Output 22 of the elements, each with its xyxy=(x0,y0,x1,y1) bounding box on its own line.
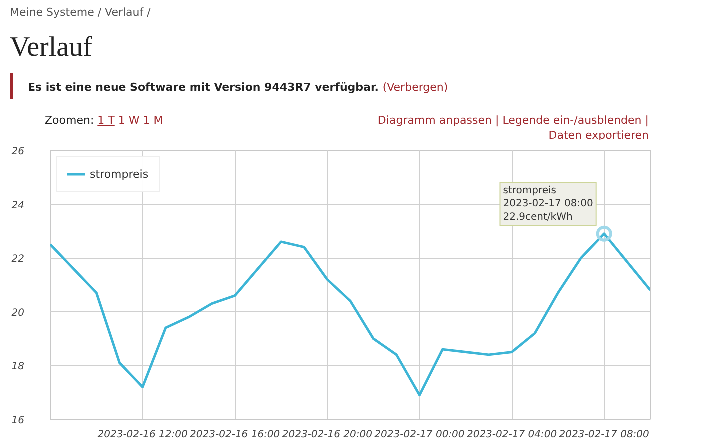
x-tick-label: 2023-02-16 16:00 xyxy=(190,430,280,440)
chart-title: Verlauf xyxy=(10,31,92,65)
text: Es ist eine neue Software mit Version 9443R7 verfügbar. xyxy=(28,81,379,94)
text: 1 T xyxy=(98,114,115,127)
x-tick-label: 2023-02-16 20:00 xyxy=(282,430,372,440)
y-tick-label: 26 xyxy=(12,146,25,158)
y-tick-label: 24 xyxy=(12,200,25,212)
x-tick-label: 2023-02-17 08:00 xyxy=(559,430,650,440)
y-tick-label: 20 xyxy=(12,308,25,319)
text: 1 W 1 M xyxy=(118,114,164,127)
text: Meine Systeme / Verlauf / xyxy=(10,5,151,21)
y-tick-label: 22 xyxy=(12,254,25,266)
text: Diagramm anpassen | Legende ein-/ausblenden | Daten exportieren xyxy=(376,113,649,143)
annotation: strompreis 2023-02-17 08:00 22.9cent/kWh xyxy=(503,185,594,223)
x-tick-label: 2023-02-17 00:00 xyxy=(374,430,465,440)
legend-label: strompreis xyxy=(90,168,149,180)
x-tick-label: 2023-02-17 04:00 xyxy=(466,430,558,440)
text: (Verbergen) xyxy=(382,81,448,94)
y-tick-label: 16 xyxy=(12,416,25,426)
text: Zoomen: xyxy=(45,114,94,127)
y-tick-label: 18 xyxy=(12,362,25,373)
x-tick-label: 2023-02-16 12:00 xyxy=(98,430,188,440)
